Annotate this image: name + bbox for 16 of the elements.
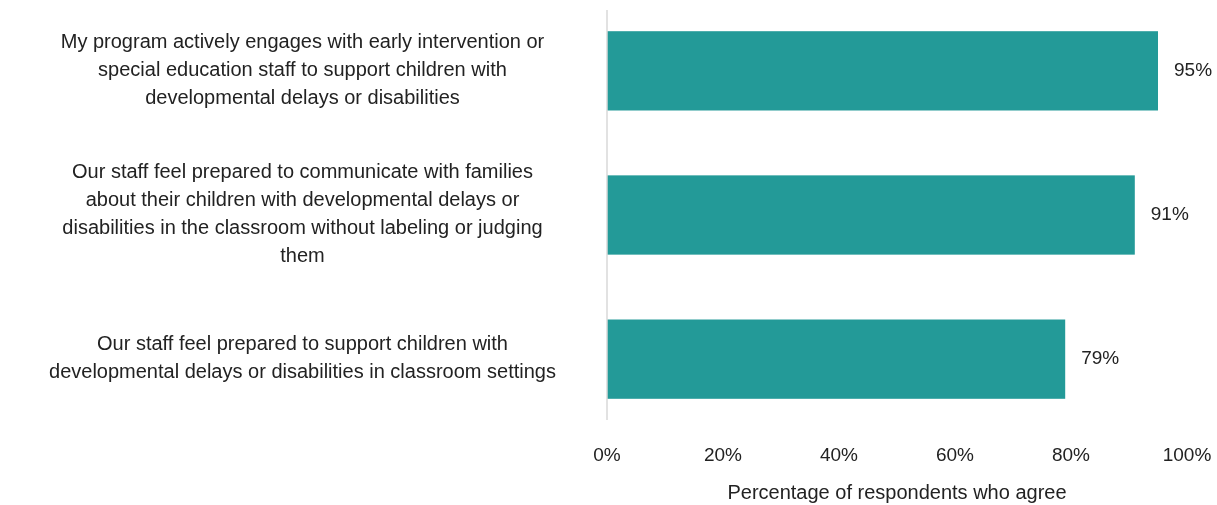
bar	[607, 31, 1158, 111]
x-axis-title: Percentage of respondents who agree	[727, 481, 1067, 504]
x-tick-label: 60%	[935, 444, 975, 466]
y-tick-label: Our staff feel prepared to support children with developmental delays or disabilities in classroom settings	[49, 332, 556, 383]
data-label: 79%	[1081, 347, 1120, 369]
y-tick-label: My program actively engages with early intervention or special education staff to support children with developmental delays or disabilities	[60, 30, 545, 109]
x-tick-label: 40%	[819, 444, 859, 466]
x-tick-label: 80%	[1051, 444, 1091, 466]
data-label: 91%	[1150, 203, 1189, 225]
x-tick-label: 0%	[593, 444, 621, 466]
bar	[607, 175, 1135, 255]
x-tick-label: 100%	[1162, 444, 1212, 466]
bar	[607, 319, 1066, 399]
y-tick-label: Our staff feel prepared to communicate with families about their children with developmental delays or disabilities in the classroom without labeling or judging them	[62, 160, 543, 267]
x-tick-label: 20%	[703, 444, 743, 466]
data-label: 95%	[1174, 58, 1213, 80]
